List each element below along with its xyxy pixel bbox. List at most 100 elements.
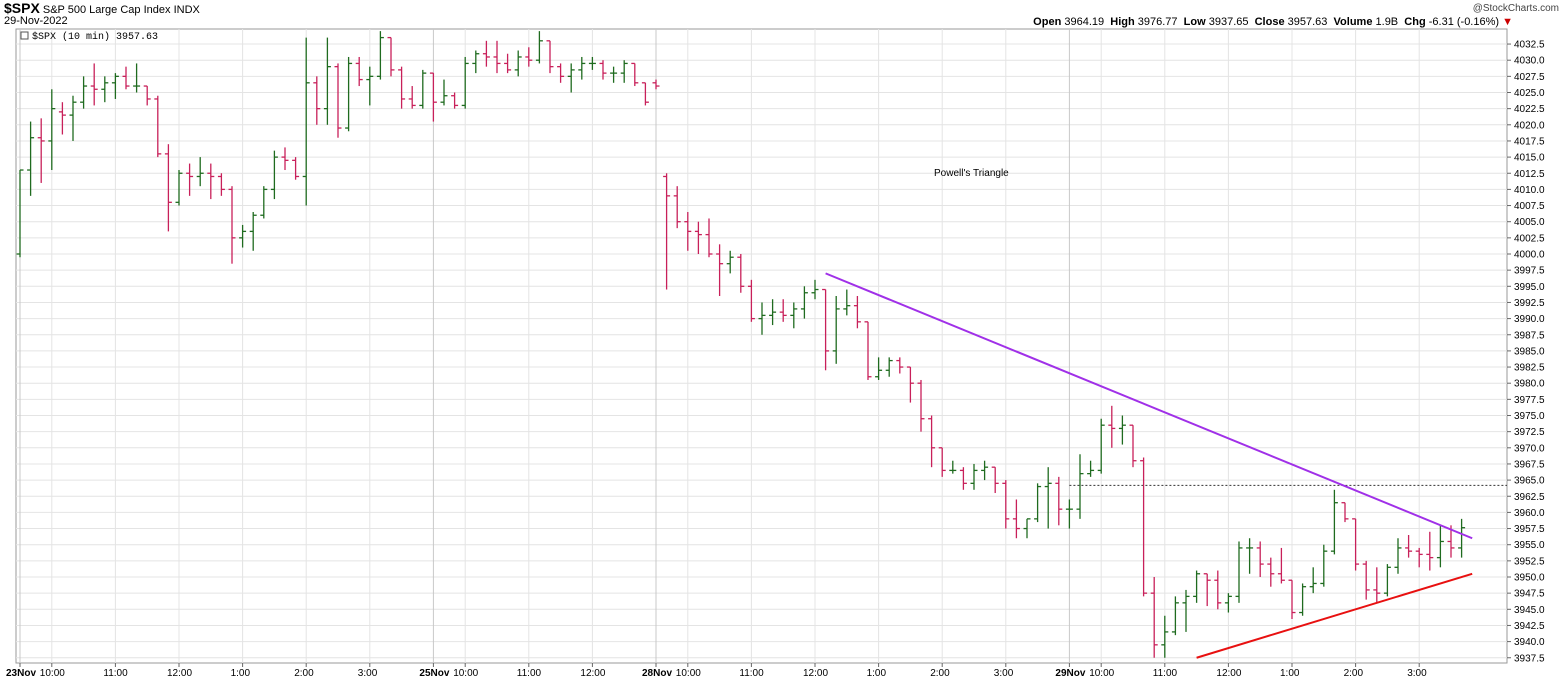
ohlc-bar bbox=[111, 73, 119, 99]
ohlc-bar bbox=[853, 295, 861, 329]
ohlc-bar bbox=[631, 62, 639, 87]
y-tick-label: 3962.5 bbox=[1514, 492, 1545, 503]
x-tick-label: 10:00 bbox=[676, 668, 701, 679]
ohlc-bar bbox=[270, 150, 278, 200]
legend-swatch bbox=[20, 31, 29, 40]
y-tick-label: 4015.0 bbox=[1514, 153, 1545, 164]
trendline-upper bbox=[825, 272, 1473, 540]
down-arrow-icon: ▼ bbox=[1502, 16, 1513, 28]
ohlc-bar bbox=[673, 186, 681, 229]
ohlc-bar bbox=[1330, 489, 1338, 555]
ohlc-bar bbox=[1341, 502, 1349, 523]
ohlc-bar bbox=[811, 279, 819, 300]
ohlc-bar bbox=[355, 56, 363, 87]
chg-value: -6.31 (-0.16%) bbox=[1428, 16, 1500, 28]
ohlc-bar bbox=[917, 379, 925, 432]
ohlc-bar bbox=[1076, 454, 1084, 519]
ohlc-bar bbox=[1193, 570, 1201, 603]
ohlc-bar bbox=[747, 279, 755, 322]
y-tick-label: 4030.0 bbox=[1514, 56, 1545, 67]
symbol-name: S&P 500 Large Cap Index bbox=[42, 4, 171, 16]
ohlc-bar bbox=[875, 357, 883, 380]
trendlines bbox=[825, 272, 1473, 659]
exchange-label: INDX bbox=[173, 4, 200, 16]
x-tick-label: 1:00 bbox=[867, 668, 887, 679]
ohlc-bar bbox=[800, 286, 808, 319]
symbol-label: $SPX bbox=[4, 0, 40, 16]
ohlc-bar bbox=[1405, 535, 1413, 558]
ohlc-bar bbox=[37, 118, 45, 183]
ohlc-bar bbox=[90, 63, 98, 106]
y-tick-label: 4005.0 bbox=[1514, 217, 1545, 228]
ohlc-bar bbox=[737, 254, 745, 293]
x-tick-label: 3:00 bbox=[1407, 668, 1427, 679]
legend: $SPX (10 min) 3957.63 bbox=[20, 31, 158, 43]
ohlc-bar bbox=[164, 144, 172, 232]
ohlc-bar bbox=[1458, 518, 1466, 558]
ohlc-bar bbox=[154, 95, 162, 158]
ohlc-bar bbox=[482, 40, 490, 67]
x-tick-label: 12:00 bbox=[803, 668, 828, 679]
y-tick-label: 3947.5 bbox=[1514, 589, 1545, 600]
chart-date: 29-Nov-2022 bbox=[4, 15, 68, 27]
watermark: @StockCharts.com bbox=[1472, 3, 1559, 14]
ohlc-bar bbox=[1362, 560, 1370, 600]
ohlc-bar bbox=[334, 63, 342, 138]
ohlc-bar bbox=[928, 415, 936, 468]
ohlc-bar bbox=[292, 157, 300, 180]
ohlc-bar bbox=[535, 31, 543, 64]
ohlc-bar bbox=[663, 173, 671, 290]
ohlc-bar bbox=[991, 466, 999, 494]
high-value: 3976.77 bbox=[1137, 16, 1178, 28]
y-tick-label: 3950.0 bbox=[1514, 573, 1545, 584]
ohlc-bar bbox=[769, 299, 777, 326]
y-axis: 4032.5 4030.0 4027.5 4025.0 4022.5 4020.0 4017… bbox=[1507, 40, 1545, 664]
ohlc-bar bbox=[387, 36, 395, 77]
y-tick-label: 3997.5 bbox=[1514, 266, 1545, 277]
ohlc-bar bbox=[133, 63, 141, 93]
low-value: 3937.65 bbox=[1208, 16, 1249, 28]
ohlc-bar bbox=[1012, 499, 1020, 539]
ohlc-bar bbox=[1277, 547, 1285, 584]
ohlc-bar bbox=[228, 186, 236, 264]
y-tick-label: 3940.0 bbox=[1514, 637, 1545, 648]
ohlc-bar bbox=[1023, 518, 1031, 539]
ohlc-bar bbox=[1097, 418, 1105, 474]
ohlc-bar bbox=[514, 50, 522, 77]
x-tick-label: 10:00 bbox=[453, 668, 478, 679]
x-tick-label: 2:00 bbox=[1344, 668, 1364, 679]
y-tick-label: 3970.0 bbox=[1514, 443, 1545, 454]
legend-text: $SPX (10 min) 3957.63 bbox=[32, 31, 158, 43]
y-tick-label: 3980.0 bbox=[1514, 379, 1545, 390]
y-tick-label: 4012.5 bbox=[1514, 169, 1545, 180]
ohlc-bar bbox=[981, 460, 989, 481]
x-tick-label: 1:00 bbox=[1280, 668, 1300, 679]
y-tick-label: 3960.0 bbox=[1514, 508, 1545, 519]
ohlc-bar bbox=[504, 53, 512, 74]
ohlc-bar bbox=[1150, 577, 1158, 658]
ohlc-bar bbox=[1203, 573, 1211, 607]
ohlc-bar bbox=[1161, 615, 1169, 658]
ohlc-bar bbox=[186, 163, 194, 196]
close-label: Close bbox=[1254, 16, 1285, 28]
ohlc-bar bbox=[567, 63, 575, 93]
ohlc-bar bbox=[80, 76, 88, 109]
x-tick-label: 12:00 bbox=[167, 668, 192, 679]
ohlc-bar bbox=[758, 302, 766, 335]
ohlc-bar bbox=[779, 299, 787, 322]
y-tick-label: 3957.5 bbox=[1514, 524, 1545, 535]
y-tick-label: 3975.0 bbox=[1514, 411, 1545, 422]
x-axis: 23Nov 10:00 11:00 12:00 1:00 2:00 3:00 25Nov 10:… bbox=[6, 663, 1427, 679]
y-tick-label: 4027.5 bbox=[1514, 72, 1545, 83]
ohlc-bar bbox=[938, 447, 946, 477]
ohlc-bar bbox=[323, 37, 331, 125]
annotation-label: Powell's Triangle bbox=[934, 168, 1009, 179]
chart-title: $SPX S&P 500 Large Cap Index INDX bbox=[4, 0, 200, 16]
ohlc-bar bbox=[16, 169, 24, 258]
ohlc-bars bbox=[16, 31, 1466, 658]
y-tick-label: 4032.5 bbox=[1514, 40, 1545, 51]
ohlc-bar bbox=[281, 147, 289, 171]
ohlc-bar bbox=[345, 56, 353, 132]
ohlc-bar bbox=[472, 50, 480, 74]
